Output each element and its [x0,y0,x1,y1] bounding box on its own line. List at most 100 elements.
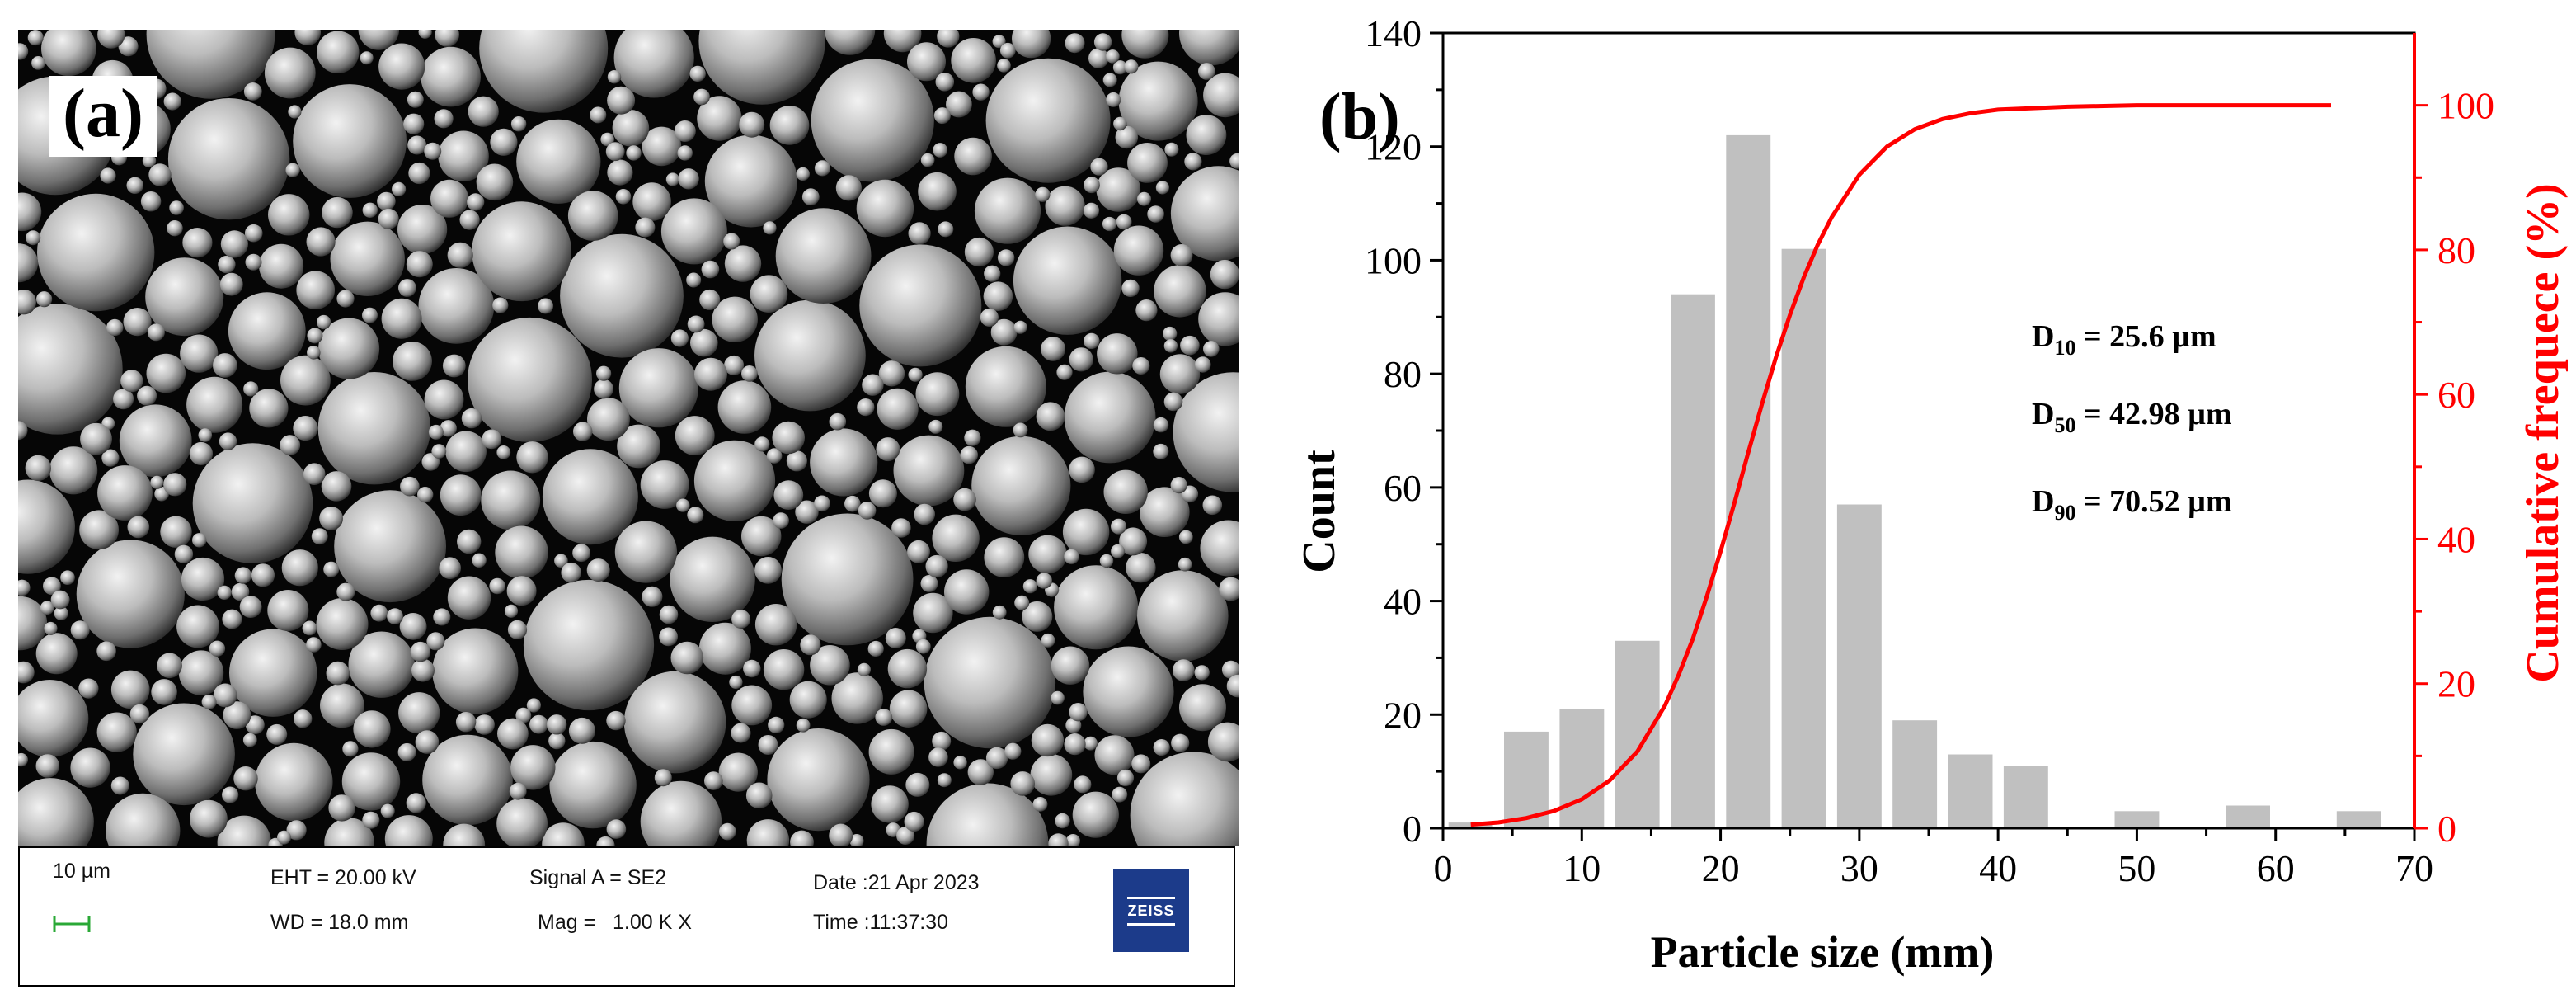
histogram-bar [1671,294,1715,828]
sem-particle [965,346,1046,427]
sem-particle [786,450,808,472]
sem-particle [724,245,762,282]
sem-particle [455,712,477,733]
sem-particle [944,569,990,615]
sem-particle [407,91,424,108]
sem-particle [731,685,773,726]
sem-particle [626,145,642,161]
sem-particle [213,353,237,378]
sem-particle [426,632,445,651]
d-value-annotation: D50 = 42.98 µm [2032,397,2232,437]
sem-particle [31,56,45,70]
sem-particle [607,159,633,186]
signal-value: Signal A = SE2 [529,866,667,889]
sem-particle [698,622,751,675]
sem-particle [403,113,425,134]
sem-particle [1088,48,1109,68]
sem-particle [407,135,427,155]
sem-particle [438,130,489,181]
y2-axis-title: Cumulative frequece (%) [2517,183,2569,683]
sem-particle [960,445,978,464]
sem-particle [362,811,380,829]
sem-particle [145,257,224,337]
sem-particle [431,444,447,459]
sem-particle [964,429,981,446]
sem-particle [79,510,119,550]
sem-particle [118,36,139,57]
sem-particle [1194,665,1210,681]
sem-particle [904,811,924,832]
sem-particle [43,577,61,596]
sem-particle [18,304,123,435]
sem-particle [1173,659,1195,681]
sem-particle [234,567,252,584]
sem-particle [506,576,537,606]
sem-particles-picture [18,30,1239,846]
sem-particle [18,596,48,651]
sem-particle [510,745,556,790]
sem-particle [1118,61,1198,141]
sem-particle [324,818,374,846]
sem-particle [268,194,310,236]
histogram-bar [2336,811,2381,828]
sem-particle [1035,186,1051,202]
sem-particle [433,608,451,626]
sem-particle [1051,646,1090,685]
sem-particle [461,408,482,429]
sem-particle [35,754,60,778]
sem-particle [222,786,239,803]
sem-particle [447,242,473,268]
sem-particle [1127,143,1168,183]
sem-particle [398,279,416,297]
sem-particle [424,379,464,420]
sem-particle [907,540,930,563]
sem-particle [110,670,150,709]
sem-particle [1198,63,1215,80]
sem-particle [915,372,960,417]
sem-particle [1041,337,1065,361]
sem-particle [496,445,511,459]
sem-particle [397,205,448,255]
sem-particle [974,177,1041,244]
sem-particle [954,137,992,176]
sem-particle [181,557,225,601]
sem-particle [724,355,745,375]
sem-particle [871,785,909,823]
sem-particle [1210,259,1239,290]
sem-particle [1074,775,1092,794]
sem-particle [754,299,866,412]
sem-particle [572,544,590,563]
sem-particle [887,648,928,689]
sem-particle [428,424,444,440]
x-tick-label: 60 [2257,847,2295,889]
sem-particle [972,83,990,101]
sem-particle [1013,320,1027,334]
sem-particle [496,798,548,846]
sem-particle [829,823,853,846]
sem-particle [440,474,482,516]
sem-particle [1198,292,1239,346]
sem-particle [182,228,213,258]
sem-particle [697,96,742,141]
sem-particle [468,317,592,442]
sem-particle [434,109,454,129]
particle-size-chart: 0 10 20 30 40 50 60 70 0 20 40 60 80 100 120 140 0 20 40 60… [1270,0,2576,999]
sem-particle [946,91,972,118]
sem-particle [294,30,321,45]
y-tick-label: 60 [1384,467,1422,509]
sem-particle [1132,357,1150,375]
sem-particle [430,179,468,218]
sem-particle [1094,735,1135,775]
sem-particle [1163,326,1178,342]
sem-particle [1113,225,1164,276]
sem-particle [76,540,185,648]
sem-particle [18,579,31,596]
sem-particle [678,168,699,190]
sem-particle [399,613,427,640]
sem-particle [704,134,797,228]
sem-particle [146,353,186,393]
sem-particle [336,290,355,308]
sem-particle [1072,791,1119,838]
sem-info-bar: 10 µm EHT = 20.00 kV WD = 18.0 mm Signal… [18,846,1235,987]
sem-particle [320,683,364,728]
